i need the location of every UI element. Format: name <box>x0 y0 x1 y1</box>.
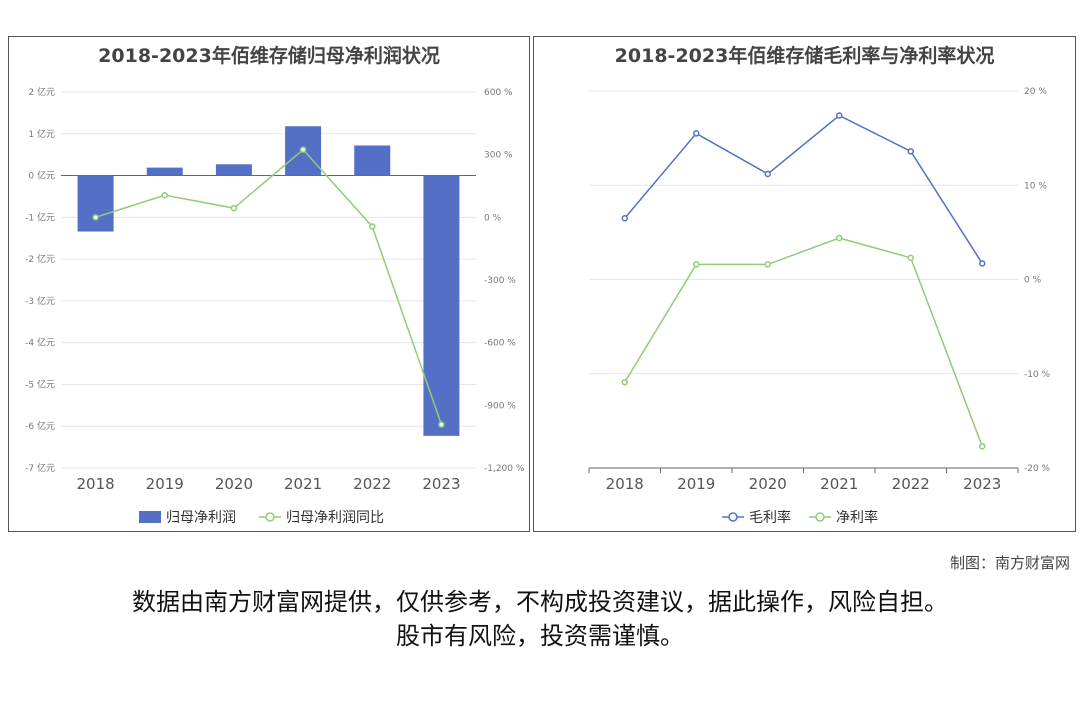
x-tick-label: 2018 <box>76 475 114 493</box>
disclaimer-line-2: 股市有风险，投资需谨慎。 <box>396 622 684 650</box>
bar <box>354 145 391 176</box>
chart-svg: 20 % 10 % 0 % -10 % -20 % 2018 2019 2020 2021 202… <box>588 87 1051 526</box>
legend-label: 毛利率 <box>749 509 791 526</box>
y-left-tick-label: -5 亿元 <box>25 378 55 390</box>
chart-title: 2018-2023年佰维存储归母净利润状况 <box>98 45 440 67</box>
line-point <box>438 421 445 428</box>
x-tick-label: 2021 <box>284 475 322 493</box>
line-point <box>92 214 99 221</box>
y-left-tick-label: 0 亿元 <box>28 170 55 182</box>
y-right-tick-label: -20 % <box>1024 464 1051 474</box>
y-left-tick-label: 2 亿元 <box>28 86 55 98</box>
x-tick-label: 2019 <box>146 475 184 493</box>
x-tick-label: 2022 <box>892 475 930 493</box>
x-tick-label: 2021 <box>820 475 858 493</box>
x-tick-label: 2020 <box>215 475 253 493</box>
x-tick-label: 2023 <box>963 475 1001 493</box>
y-right-tick-label: 300 % <box>484 151 513 161</box>
x-tick-label: 2023 <box>422 475 460 493</box>
y-left-tick-label: -6 亿元 <box>25 420 55 432</box>
line-point <box>161 191 168 199</box>
bar <box>77 175 114 232</box>
bar <box>146 167 183 176</box>
line-point <box>979 443 986 450</box>
y-left-tick-label: -4 亿元 <box>25 337 55 349</box>
legend-swatch-bar <box>139 511 161 523</box>
legend-label: 归母净利润同比 <box>286 509 384 526</box>
line-point <box>764 261 771 268</box>
x-tick-label: 2018 <box>606 475 644 493</box>
chart-title: 2018-2023年佰维存储毛利率与净利率状况 <box>614 45 995 67</box>
x-tick-label: 2019 <box>677 475 715 493</box>
legend-swatch-marker <box>265 512 275 522</box>
legend-label: 归母净利润 <box>166 509 236 526</box>
line-point <box>907 148 914 155</box>
line-point <box>299 146 307 153</box>
y-right-tick-label: 10 % <box>1024 181 1047 191</box>
chart-svg: 2 亿元 1 亿元 0 亿元 -1 亿元 -2 亿元 -3 亿元 -4 亿元 -5 亿元 -6 … <box>25 86 525 526</box>
legend-swatch-marker <box>815 512 825 522</box>
line-series <box>624 114 983 264</box>
y-right-tick-label: 600 % <box>484 88 513 98</box>
y-right-tick-label: -600 % <box>484 339 516 349</box>
line-point <box>621 378 628 386</box>
y-left-tick-label: 1 亿元 <box>28 128 55 140</box>
bar <box>215 164 252 176</box>
line-series <box>95 148 443 425</box>
line-point <box>369 223 376 230</box>
credit-text: 制图：南方财富网 <box>949 554 1070 572</box>
y-left-tick-label: -7 亿元 <box>25 462 55 474</box>
y-right-tick-label: -900 % <box>484 401 516 411</box>
chart-margins: 2018-2023年佰维存储毛利率与净利率状况 20 % 10 % 0 % -10 %… <box>533 36 1076 532</box>
x-tick-label: 2020 <box>749 475 787 493</box>
line-point <box>230 204 238 212</box>
y-right-tick-label: 20 % <box>1024 87 1047 97</box>
disclaimer-line-1: 数据由南方财富网提供，仅供参考，不构成投资建议，据此操作，风险自担。 <box>132 588 948 616</box>
line-point <box>764 170 771 178</box>
y-right-tick-label: -10 % <box>1024 370 1051 380</box>
bar <box>423 175 460 436</box>
y-left-tick-label: -2 亿元 <box>25 253 55 265</box>
legend-label: 净利率 <box>836 509 878 526</box>
y-right-tick-label: -1,200 % <box>484 464 525 474</box>
line-point <box>979 260 986 267</box>
line-point <box>693 261 700 268</box>
line-point <box>621 214 628 222</box>
line-point <box>836 112 843 119</box>
y-right-tick-label: -300 % <box>484 276 516 286</box>
legend-swatch-marker <box>728 512 738 522</box>
line-point <box>907 254 914 262</box>
y-right-tick-label: 0 % <box>484 213 502 223</box>
line-point <box>836 234 843 242</box>
y-left-tick-label: -3 亿元 <box>25 295 55 307</box>
chart-net-profit: 2018-2023年佰维存储归母净利润状况 2 亿元 1 亿元 0 亿元 -1 亿元 -… <box>8 36 530 532</box>
y-right-tick-label: 0 % <box>1024 276 1042 286</box>
line-point <box>693 130 700 137</box>
y-left-tick-label: -1 亿元 <box>25 211 55 223</box>
x-tick-label: 2022 <box>353 475 391 493</box>
line-series <box>624 237 983 447</box>
